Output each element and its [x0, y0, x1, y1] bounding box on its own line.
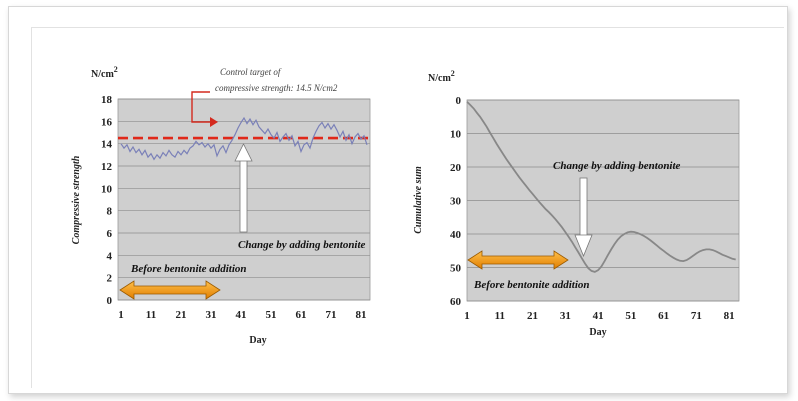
right-y-axis-label: Cumulative sum: [413, 166, 424, 234]
right-x-tick: 21: [527, 310, 538, 322]
left-x-tick: 81: [356, 309, 367, 321]
right-y-tick: 20: [450, 162, 462, 174]
right-y-tick-labels: 0 10 20 30 40 50 60: [450, 95, 462, 308]
right-x-tick-labels: 1 11 21 31 41 51 61 71 81: [464, 310, 734, 322]
left-x-tick: 51: [266, 309, 277, 321]
right-change-label: Change by adding bentonite: [553, 160, 681, 172]
left-x-tick: 71: [326, 309, 337, 321]
left-x-tick-labels: 1 11 21 31 41 51 61 71 81: [118, 309, 366, 321]
right-y-tick: 10: [450, 129, 462, 141]
left-y-tick: 6: [107, 228, 113, 240]
left-y-tick: 4: [107, 250, 113, 262]
left-x-tick: 41: [236, 309, 247, 321]
left-x-axis-label: Day: [249, 335, 266, 346]
right-y-tick: 60: [450, 296, 462, 308]
right-x-tick: 71: [691, 310, 702, 322]
change-up-arrow: [234, 143, 253, 233]
frame-inner-border: [31, 27, 784, 388]
left-y-tick-labels: 0 2 4 6 8 10 12 14 16 18: [101, 94, 113, 307]
left-x-tick: 31: [206, 309, 217, 321]
left-x-tick: 11: [146, 309, 156, 321]
right-y-tick: 0: [456, 95, 462, 107]
right-x-tick: 81: [724, 310, 735, 322]
right-unit-label: N/cm2: [428, 69, 455, 84]
left-x-tick: 1: [118, 309, 124, 321]
left-y-tick: 2: [107, 273, 113, 285]
left-unit-label: N/cm2: [91, 65, 118, 80]
right-y-tick: 30: [450, 196, 462, 208]
right-x-tick: 51: [625, 310, 636, 322]
left-y-tick: 18: [101, 94, 113, 106]
left-x-tick: 61: [296, 309, 307, 321]
right-x-tick: 1: [464, 310, 470, 322]
target-note-line2: compressive strength: 14.5 N/cm2: [215, 83, 338, 93]
right-before-double-arrow: [467, 250, 569, 270]
left-x-tick: 21: [176, 309, 187, 321]
left-y-tick: 12: [101, 161, 113, 173]
left-before-label: Before bentonite addition: [130, 263, 247, 275]
left-y-tick: 8: [107, 206, 113, 218]
left-change-label: Change by adding bentonite: [238, 239, 366, 251]
left-y-axis-label: Compressive strength: [71, 155, 82, 244]
right-x-tick: 41: [593, 310, 604, 322]
cumulative-sum-line: [466, 101, 736, 273]
right-x-tick: 11: [495, 310, 505, 322]
right-before-label: Before bentonite addition: [473, 279, 590, 291]
right-x-tick: 61: [658, 310, 669, 322]
right-y-tick: 40: [450, 229, 462, 241]
right-x-axis-label: Day: [589, 327, 606, 338]
left-y-tick: 0: [107, 295, 113, 307]
right-x-tick: 31: [560, 310, 571, 322]
right-change-down-arrow: [574, 177, 593, 258]
compressive-strength-line: [120, 116, 368, 161]
target-note-line1: Control target of: [220, 67, 282, 77]
left-y-tick: 16: [101, 116, 113, 128]
left-y-tick: 10: [101, 183, 113, 195]
left-before-double-arrow: [119, 280, 221, 300]
target-callout-arrow: [191, 91, 218, 127]
right-gridlines: [467, 99, 739, 302]
right-y-tick: 50: [450, 263, 462, 275]
left-y-tick: 14: [101, 139, 113, 151]
